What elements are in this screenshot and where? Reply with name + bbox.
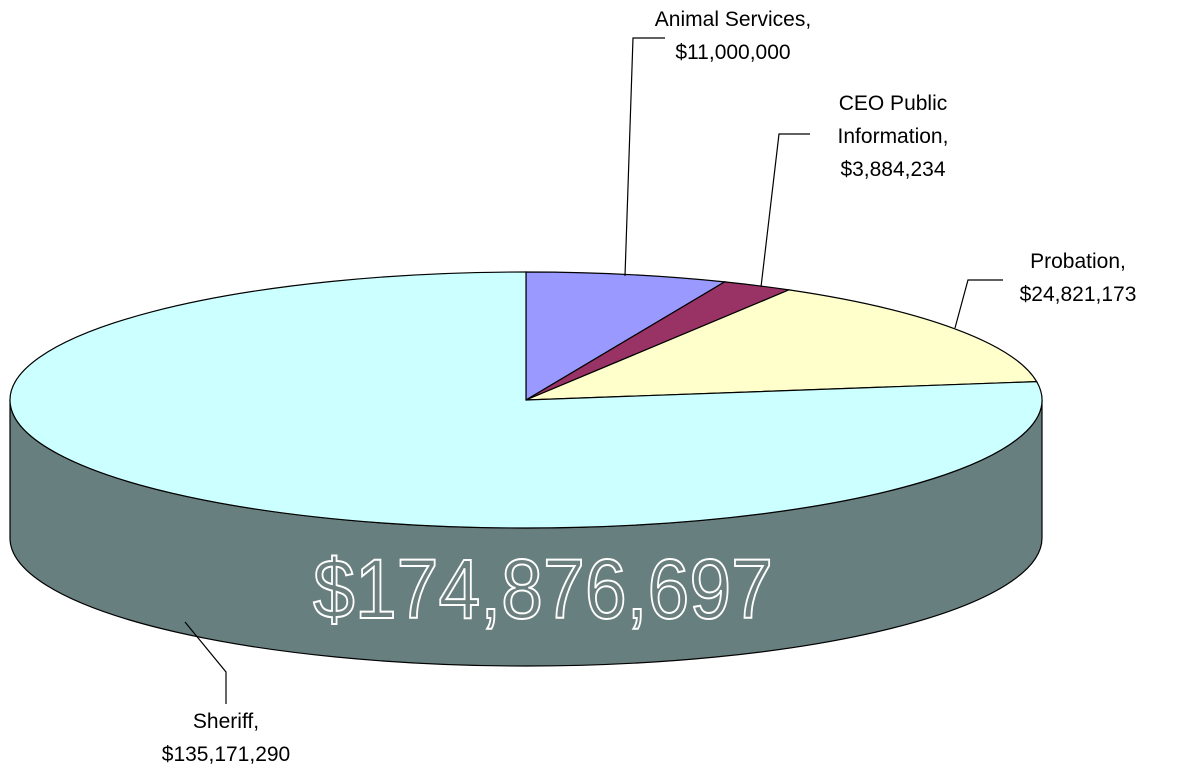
pie-slice-sheriff (9, 271, 1043, 529)
slice-label: $11,000,000 (675, 41, 790, 64)
leader-line (954, 279, 1003, 329)
total-value-label: $174,876,697 (313, 542, 773, 636)
leader-line (760, 133, 810, 288)
slice-label: CEO Public (839, 92, 948, 115)
pie-slices (9, 271, 1043, 529)
slice-label: $3,884,234 (840, 158, 945, 181)
slice-label: $24,821,173 (1020, 283, 1137, 306)
slice-label: Animal Services, (655, 8, 811, 31)
leader-line (624, 37, 665, 277)
slice-label: Information, (838, 125, 949, 148)
slice-label: $135,171,290 (162, 743, 290, 766)
slice-labels: Animal Services, $11,000,000 CEO Public Inf… (162, 8, 1137, 766)
pie-slice-probation (525, 289, 1038, 401)
slice-label: Sheriff, (193, 710, 259, 733)
pie-slice-animal-services (525, 271, 727, 402)
slice-label: Probation, (1030, 250, 1126, 273)
leader-line (184, 621, 227, 704)
